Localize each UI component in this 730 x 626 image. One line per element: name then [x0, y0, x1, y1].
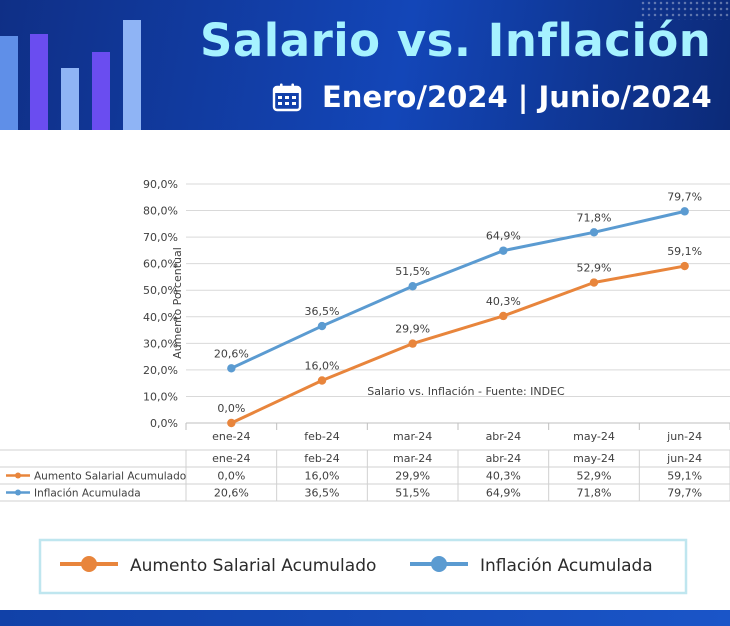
chart-annotation: Salario vs. Inflación - Fuente: INDEC [367, 385, 565, 398]
header-banner: Salario vs. Inflación Enero/2024 | Junio… [0, 0, 730, 130]
x-tick-label: feb-24 [304, 430, 340, 443]
y-tick-label: 80,0% [143, 205, 178, 218]
y-tick-label: 10,0% [143, 390, 178, 403]
y-tick-label: 20,0% [143, 364, 178, 377]
table-cell: 71,8% [577, 487, 612, 500]
data-label: 16,0% [305, 360, 340, 373]
decorative-bar [0, 36, 18, 130]
page-title: Salario vs. Inflación [200, 14, 712, 67]
y-tick-label: 90,0% [143, 178, 178, 191]
decorative-bar [61, 68, 79, 130]
data-label: 79,7% [667, 190, 702, 203]
table-header-cell: may-24 [573, 452, 615, 465]
table-legend-marker [15, 489, 21, 496]
table-legend-marker [15, 472, 21, 479]
data-point [227, 418, 236, 428]
table-cell: 79,7% [667, 487, 702, 500]
table-header-cell: mar-24 [393, 452, 432, 465]
table-cell: 29,9% [395, 470, 430, 483]
x-tick-label: may-24 [573, 430, 615, 443]
y-axis-label: Aumento Porcentual [171, 247, 184, 359]
decorative-bar [92, 52, 110, 130]
y-tick-label: 60,0% [143, 258, 178, 271]
y-tick-label: 30,0% [143, 337, 178, 350]
data-point [227, 364, 236, 373]
data-point [589, 278, 599, 287]
data-label: 36,5% [305, 305, 340, 318]
data-label: 0,0% [217, 402, 245, 415]
dot-pattern [640, 0, 730, 20]
x-tick-label: abr-24 [486, 430, 522, 443]
x-tick-label: jun-24 [666, 430, 702, 443]
y-tick-label: 0,0% [150, 417, 178, 430]
calendar-icon [272, 83, 302, 112]
data-point [499, 246, 508, 255]
table-header-cell: abr-24 [486, 452, 522, 465]
bottom-band [0, 610, 730, 626]
data-label: 64,9% [486, 230, 521, 243]
table-cell: 40,3% [486, 470, 521, 483]
data-point [680, 207, 689, 216]
legend-label: Aumento Salarial Acumulado [130, 556, 376, 576]
table-cell: 51,5% [395, 487, 430, 500]
data-point [499, 311, 508, 321]
data-point [408, 339, 417, 348]
decorative-bar [30, 34, 48, 130]
page-subtitle: Enero/2024 | Junio/2024 [322, 80, 712, 114]
chart-area: 0,0% 10,0% 20,0% 30,0% 40,0% 50,0% 60,0% 70,0% 8… [0, 130, 730, 610]
table-row-label: Inflación Acumulada [34, 488, 141, 500]
series-line [230, 264, 685, 425]
data-label: 29,9% [395, 323, 430, 336]
table-cell: 36,5% [305, 487, 340, 500]
line-chart: 0,0% 10,0% 20,0% 30,0% 40,0% 50,0% 60,0% 70,0% 8… [0, 178, 730, 595]
y-tick-label: 50,0% [143, 284, 178, 297]
data-label: 40,3% [486, 295, 521, 308]
data-label: 59,1% [667, 245, 702, 258]
table-cell: 64,9% [486, 487, 521, 500]
data-label: 51,5% [395, 265, 430, 278]
x-tick-label: mar-24 [393, 430, 432, 443]
table-cell: 16,0% [305, 470, 340, 483]
table-header-cell: jun-24 [666, 452, 702, 465]
data-point [589, 228, 599, 237]
table-cell: 59,1% [667, 470, 702, 483]
legend-box [38, 538, 688, 595]
y-tick-label: 70,0% [143, 231, 178, 244]
table-cell: 0,0% [217, 470, 245, 483]
data-label: 71,8% [577, 211, 612, 224]
data-point [408, 282, 417, 291]
series-line [230, 209, 686, 370]
table-header-cell: feb-24 [304, 452, 340, 465]
decorative-bar [123, 20, 141, 130]
data-label: 52,9% [577, 262, 612, 275]
data-point [317, 376, 327, 385]
table-row-label: Aumento Salarial Acumulado [34, 471, 186, 483]
table-cell: 20,6% [214, 487, 249, 500]
y-tick-label: 40,0% [143, 311, 178, 324]
data-label: 20,6% [214, 347, 249, 360]
table-header-cell: ene-24 [212, 452, 250, 465]
data-point [680, 261, 689, 271]
legend-marker [81, 556, 97, 572]
table-cell: 52,9% [577, 470, 612, 483]
x-tick-label: ene-24 [212, 430, 250, 443]
data-point [317, 321, 327, 331]
legend-label: Inflación Acumulada [480, 556, 653, 576]
legend-marker [431, 556, 447, 572]
